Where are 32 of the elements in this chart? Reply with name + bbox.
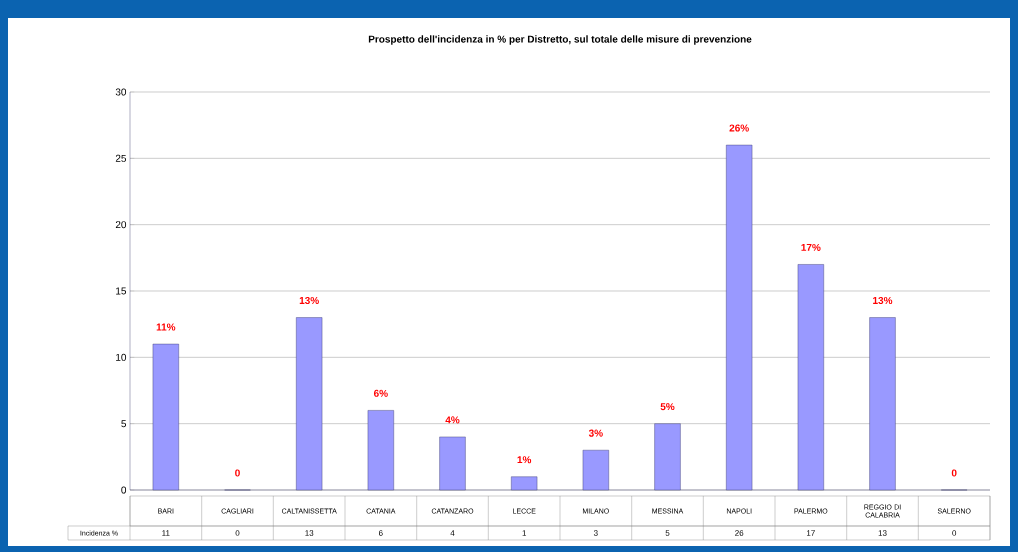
data-label: 0 bbox=[952, 530, 957, 536]
y-tick-label: 5 bbox=[121, 420, 127, 428]
annotation: 26% bbox=[729, 124, 749, 132]
annotation: 3% bbox=[588, 429, 603, 437]
data-label: 13 bbox=[878, 530, 887, 536]
annotation: 5% bbox=[660, 403, 675, 411]
annotation: 4% bbox=[445, 416, 460, 424]
data-label: 26 bbox=[735, 530, 744, 536]
y-tick-label: 15 bbox=[116, 287, 127, 295]
data-label: 17 bbox=[806, 530, 815, 536]
y-tick-label: 25 bbox=[115, 154, 127, 162]
annotation: 1% bbox=[517, 456, 532, 464]
data-label: 13 bbox=[305, 530, 314, 536]
annotation: 6% bbox=[373, 389, 388, 397]
data-label: 6 bbox=[378, 530, 383, 536]
data-label: 3 bbox=[593, 530, 598, 536]
data-label: 4 bbox=[450, 530, 455, 536]
y-tick-label: 10 bbox=[116, 353, 127, 361]
annotation: 13% bbox=[299, 296, 319, 304]
y-tick-label: 0 bbox=[121, 486, 127, 494]
data-label: 5 bbox=[665, 530, 670, 536]
data-label: 11 bbox=[162, 530, 170, 536]
data-label: 0 bbox=[235, 530, 240, 536]
y-tick-label: 30 bbox=[115, 88, 127, 96]
annotation: 11% bbox=[156, 323, 176, 331]
y-tick-label: 20 bbox=[115, 221, 127, 229]
annotation: 17% bbox=[801, 243, 821, 251]
annotation: 0 bbox=[951, 469, 957, 477]
annotation: 0 bbox=[235, 469, 240, 477]
data-label: 1 bbox=[522, 530, 527, 536]
chart-title: Prospetto dell'incidenza in % per Distretto, sul totale delle misure di prevenzione bbox=[368, 35, 752, 45]
annotation: 13% bbox=[873, 296, 893, 304]
